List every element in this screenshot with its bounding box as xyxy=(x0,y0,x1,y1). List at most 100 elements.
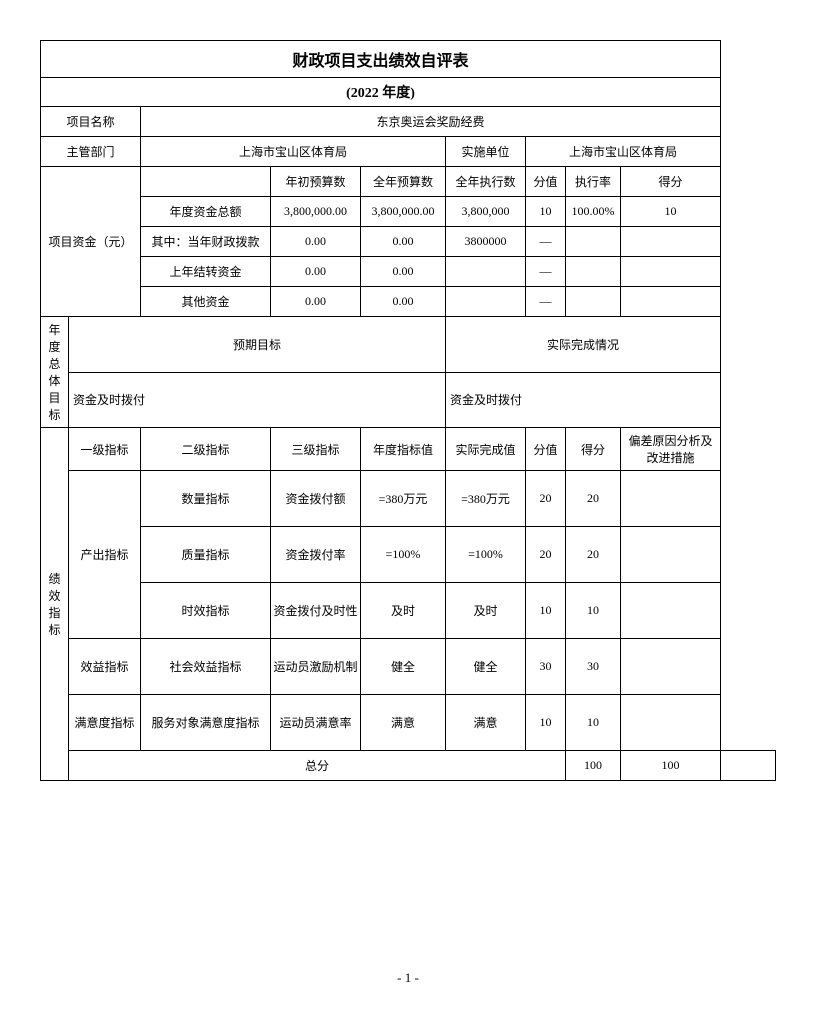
header-l4: 年度指标值 xyxy=(361,428,446,471)
ind-2-l2: 时效指标 xyxy=(141,583,271,639)
header-l1: 一级指标 xyxy=(69,428,141,471)
ind-4-actual: 满意 xyxy=(446,695,526,751)
impl-unit: 上海市宝山区体育局 xyxy=(526,137,721,167)
ind-3-get: 30 xyxy=(566,639,621,695)
ind-4-l1: 满意度指标 xyxy=(69,695,141,751)
ind-0-target: =380万元 xyxy=(361,471,446,527)
ind-1-target: =100% xyxy=(361,527,446,583)
fund-other-exec xyxy=(446,287,526,317)
label-total: 总分 xyxy=(69,751,566,781)
ind-3-l1: 效益指标 xyxy=(69,639,141,695)
ind-4-get: 10 xyxy=(566,695,621,751)
title: 财政项目支出绩效自评表 xyxy=(41,41,721,78)
evaluation-table: 财政项目支出绩效自评表 (2022 年度) 项目名称 东京奥运会奖励经费 主管部… xyxy=(40,40,776,781)
fund-total-score: 10 xyxy=(526,197,566,227)
ind-4-l2: 服务对象满意度指标 xyxy=(141,695,271,751)
total-note xyxy=(721,751,776,781)
ind-2-note xyxy=(621,583,721,639)
header-l8: 偏差原因分析及改进措施 xyxy=(621,428,721,471)
project-name: 东京奥运会奖励经费 xyxy=(141,107,721,137)
page-number: - 1 - xyxy=(40,970,776,986)
ind-1-note xyxy=(621,527,721,583)
empty-cell xyxy=(141,167,271,197)
ind-2-l3: 资金拨付及时性 xyxy=(271,583,361,639)
fund-other-initial: 0.00 xyxy=(271,287,361,317)
ind-2-get: 10 xyxy=(566,583,621,639)
ind-4-note xyxy=(621,695,721,751)
fund-prev-score: — xyxy=(526,257,566,287)
ind-1-l2: 质量指标 xyxy=(141,527,271,583)
fund-other-score: — xyxy=(526,287,566,317)
label-project-name: 项目名称 xyxy=(41,107,141,137)
label-project-fund: 项目资金（元） xyxy=(41,167,141,317)
fund-total-full: 3,800,000.00 xyxy=(361,197,446,227)
expected-text: 资金及时拨付 xyxy=(69,372,446,428)
ind-1-actual: =100% xyxy=(446,527,526,583)
ind-3-target: 健全 xyxy=(361,639,446,695)
label-annual-goal: 年度总体目标 xyxy=(41,317,69,428)
ind-3-l2: 社会效益指标 xyxy=(141,639,271,695)
ind-0-actual: =380万元 xyxy=(446,471,526,527)
col-get: 得分 xyxy=(621,167,721,197)
ind-0-l1: 产出指标 xyxy=(69,471,141,639)
ind-3-actual: 健全 xyxy=(446,639,526,695)
total-get: 100 xyxy=(621,751,721,781)
col-full: 全年预算数 xyxy=(361,167,446,197)
ind-2-score: 10 xyxy=(526,583,566,639)
fund-prev-get xyxy=(621,257,721,287)
fund-total-exec: 3,800,000 xyxy=(446,197,526,227)
fund-other-rate xyxy=(566,287,621,317)
fund-other-label: 其他资金 xyxy=(141,287,271,317)
label-perf-indicator: 绩效指标 xyxy=(41,428,69,781)
fund-total-rate: 100.00% xyxy=(566,197,621,227)
ind-1-get: 20 xyxy=(566,527,621,583)
ind-1-score: 20 xyxy=(526,527,566,583)
col-exec: 全年执行数 xyxy=(446,167,526,197)
fund-other-get xyxy=(621,287,721,317)
header-l5: 实际完成值 xyxy=(446,428,526,471)
fund-other-full: 0.00 xyxy=(361,287,446,317)
fund-current-exec: 3800000 xyxy=(446,227,526,257)
header-l3: 三级指标 xyxy=(271,428,361,471)
col-score: 分值 xyxy=(526,167,566,197)
fund-current-initial: 0.00 xyxy=(271,227,361,257)
department: 上海市宝山区体育局 xyxy=(141,137,446,167)
col-initial: 年初预算数 xyxy=(271,167,361,197)
fund-current-full: 0.00 xyxy=(361,227,446,257)
label-department: 主管部门 xyxy=(41,137,141,167)
fund-prev-rate xyxy=(566,257,621,287)
fund-prev-exec xyxy=(446,257,526,287)
fund-prev-full: 0.00 xyxy=(361,257,446,287)
ind-4-score: 10 xyxy=(526,695,566,751)
label-expected: 预期目标 xyxy=(69,317,446,373)
label-actual: 实际完成情况 xyxy=(446,317,721,373)
ind-1-l3: 资金拨付率 xyxy=(271,527,361,583)
fund-total-get: 10 xyxy=(621,197,721,227)
ind-0-note xyxy=(621,471,721,527)
fund-current-rate xyxy=(566,227,621,257)
ind-0-score: 20 xyxy=(526,471,566,527)
header-l2: 二级指标 xyxy=(141,428,271,471)
fund-prev-initial: 0.00 xyxy=(271,257,361,287)
ind-0-l3: 资金拨付额 xyxy=(271,471,361,527)
fund-prev-label: 上年结转资金 xyxy=(141,257,271,287)
ind-2-target: 及时 xyxy=(361,583,446,639)
fund-total-label: 年度资金总额 xyxy=(141,197,271,227)
label-impl-unit: 实施单位 xyxy=(446,137,526,167)
fund-total-initial: 3,800,000.00 xyxy=(271,197,361,227)
header-l6: 分值 xyxy=(526,428,566,471)
col-rate: 执行率 xyxy=(566,167,621,197)
actual-text: 资金及时拨付 xyxy=(446,372,721,428)
ind-4-l3: 运动员满意率 xyxy=(271,695,361,751)
ind-0-get: 20 xyxy=(566,471,621,527)
ind-0-l2: 数量指标 xyxy=(141,471,271,527)
header-l7: 得分 xyxy=(566,428,621,471)
fund-current-label: 其中：当年财政拨款 xyxy=(141,227,271,257)
ind-3-note xyxy=(621,639,721,695)
total-score: 100 xyxy=(566,751,621,781)
ind-3-l3: 运动员激励机制 xyxy=(271,639,361,695)
year: (2022 年度) xyxy=(41,78,721,107)
ind-4-target: 满意 xyxy=(361,695,446,751)
fund-current-score: — xyxy=(526,227,566,257)
ind-3-score: 30 xyxy=(526,639,566,695)
